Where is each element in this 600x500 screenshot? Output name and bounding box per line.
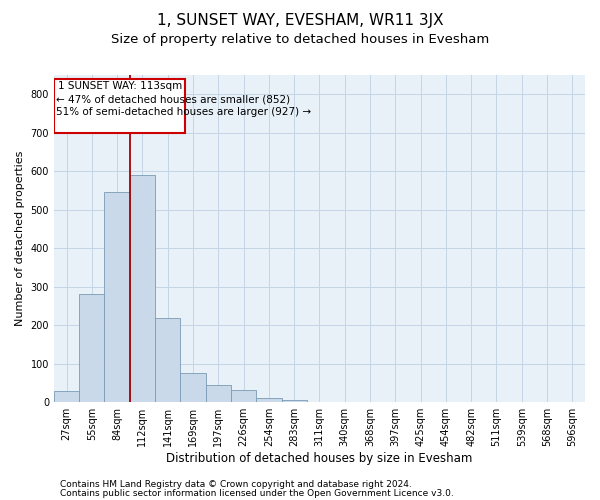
Bar <box>256 398 281 402</box>
Text: Contains HM Land Registry data © Crown copyright and database right 2024.: Contains HM Land Registry data © Crown c… <box>60 480 412 489</box>
Bar <box>130 175 155 402</box>
Bar <box>79 294 104 402</box>
Text: ← 47% of detached houses are smaller (852): ← 47% of detached houses are smaller (85… <box>56 94 290 104</box>
Bar <box>181 374 206 402</box>
X-axis label: Distribution of detached houses by size in Evesham: Distribution of detached houses by size … <box>166 452 473 465</box>
Bar <box>155 318 181 402</box>
Text: 1 SUNSET WAY: 113sqm: 1 SUNSET WAY: 113sqm <box>58 81 182 91</box>
Text: Contains public sector information licensed under the Open Government Licence v3: Contains public sector information licen… <box>60 490 454 498</box>
Text: Size of property relative to detached houses in Evesham: Size of property relative to detached ho… <box>111 32 489 46</box>
Text: 51% of semi-detached houses are larger (927) →: 51% of semi-detached houses are larger (… <box>56 106 311 117</box>
Bar <box>231 390 256 402</box>
Bar <box>104 192 130 402</box>
Bar <box>54 390 79 402</box>
FancyBboxPatch shape <box>54 79 185 132</box>
Bar <box>206 385 231 402</box>
Y-axis label: Number of detached properties: Number of detached properties <box>15 151 25 326</box>
Text: 1, SUNSET WAY, EVESHAM, WR11 3JX: 1, SUNSET WAY, EVESHAM, WR11 3JX <box>157 12 443 28</box>
Bar <box>281 400 307 402</box>
